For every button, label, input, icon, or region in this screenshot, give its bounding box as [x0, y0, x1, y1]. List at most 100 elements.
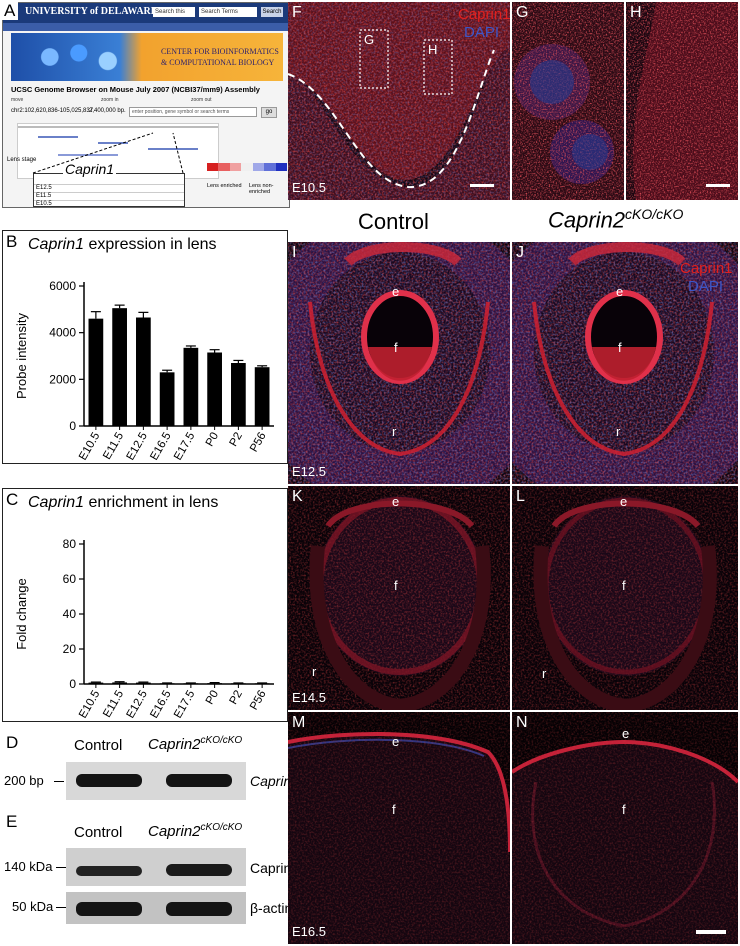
chart-b-bar — [88, 318, 104, 426]
panel-label-c: C — [6, 490, 19, 509]
chart-c-x-tick-label: P56 — [248, 689, 269, 713]
go-button[interactable]: go — [261, 107, 277, 118]
chart-c: 0 20 40 60 80 Fold change E10.5E11.5E12.5E16.5… — [14, 537, 274, 721]
gel-d-control-label: Control — [74, 737, 123, 754]
chart-b-bar — [254, 367, 270, 426]
stage-label: E12.5 — [36, 185, 52, 191]
micrograph-i: e f r E12.5 — [288, 242, 510, 484]
stage-label-i: E12.5 — [292, 464, 326, 479]
stage-label: E10.5 — [36, 201, 52, 207]
micrograph-m: e f E16.5 — [288, 712, 510, 944]
micrograph-k: e f r E14.5 — [288, 486, 510, 710]
chart-c-title-gene: Caprin1 — [28, 494, 85, 511]
micrograph-n-art — [512, 712, 738, 944]
stage-rows: E12.5 E11.5 E10.5 — [34, 184, 184, 207]
legend-caprin1-j: Caprin1 — [680, 260, 733, 277]
search-terms-input[interactable]: Search Terms — [199, 7, 257, 17]
chart-c-bar — [231, 683, 246, 684]
stage-label: E11.5 — [36, 193, 52, 199]
chart-c-y-tick-label: 40 — [63, 607, 77, 621]
tissue-r-j: r — [616, 424, 621, 439]
blot-e-band-control — [76, 866, 142, 876]
chart-c-x-tick-label: E10.5 — [77, 689, 102, 721]
blot-e-protein-top: Caprin1 — [250, 860, 300, 876]
chart-b-x-tick-label: E11.5 — [101, 431, 126, 462]
chart-c-bar — [183, 683, 199, 684]
blot-e-size-bottom-tick — [56, 907, 66, 908]
gel-d-band-control — [76, 774, 142, 787]
gel-d-band-mutant — [166, 774, 232, 787]
center-name-1: CENTER FOR BIOINFORMATICS — [161, 47, 279, 56]
chart-b-x-tick-label: E16.5 — [148, 431, 173, 463]
chart-b-title-gene: Caprin1 — [28, 236, 85, 253]
tissue-r-i: r — [392, 424, 397, 439]
tissue-e-n: e — [622, 726, 630, 741]
panel-label-h: H — [630, 4, 642, 21]
gene-track-1 — [38, 136, 78, 138]
micrograph-n: e f — [512, 712, 738, 944]
blot-e-actin-control — [76, 902, 142, 916]
search-button-label: Search — [262, 9, 282, 15]
chart-c-x-tick-label: P0 — [204, 689, 221, 707]
legend-dapi-j: DAPI — [688, 278, 724, 295]
tissue-e-l: e — [620, 494, 628, 509]
gel-d-mutant-label: Caprin2cKO/cKO — [148, 735, 242, 753]
position-placeholder: enter position, gene symbol or search te… — [132, 109, 230, 115]
chart-c-bar — [207, 683, 222, 684]
ruler-track — [18, 126, 218, 128]
panel-a-letter-bg — [2, 2, 18, 20]
center-name-2: & COMPUTATIONAL BIOLOGY — [161, 58, 275, 67]
legend-dapi-f: DAPI — [464, 24, 500, 41]
chart-b-bar — [231, 363, 246, 426]
chart-c-bar — [88, 682, 104, 684]
chart-b-title: Caprin1 expression in lens — [28, 236, 217, 254]
legend-caprin1-f: Caprin1 — [458, 6, 510, 23]
chart-b-x-tick-label: E17.5 — [172, 431, 197, 463]
chart-c-bar — [112, 682, 127, 684]
chart-b-x-tick-label: P2 — [228, 431, 245, 449]
blot-e-band-mutant — [166, 864, 232, 876]
box-h-label: H — [428, 42, 438, 57]
chart-b-bar — [183, 347, 199, 426]
chart-b-x-tick-label: E12.5 — [125, 431, 150, 463]
search-terms-label: Search Terms — [201, 9, 238, 15]
gene-track-2 — [98, 142, 128, 144]
gel-d-mutant-base: Caprin2 — [148, 736, 201, 753]
chart-b-x-tick-label: E10.5 — [77, 431, 102, 463]
box-g-label: G — [364, 32, 375, 47]
header-control: Control — [358, 209, 429, 234]
chart-b-y-tick-label: 6000 — [49, 279, 76, 293]
search-this-select[interactable]: Search this — [153, 7, 195, 17]
genome-browser-screenshot: UNIVERSITY of DELAWARE Search this Searc… — [2, 2, 290, 208]
tissue-f-k: f — [394, 578, 398, 593]
stage-row: E11.5 — [34, 192, 184, 200]
tissue-f-m: f — [392, 802, 396, 817]
stage-row: E12.5 — [34, 184, 184, 192]
chart-c-x-tick-label: E11.5 — [101, 689, 126, 720]
dna-graphic — [15, 37, 131, 77]
panel-label-m: M — [292, 714, 306, 731]
header-mutant-sup: cKO/cKO — [625, 206, 684, 222]
search-button[interactable]: Search — [261, 7, 283, 17]
chart-b-y-tick-label: 4000 — [49, 326, 76, 340]
chart-c-bar — [159, 683, 175, 684]
stage-row: E10.5 — [34, 200, 184, 207]
position-input[interactable]: enter position, gene symbol or search te… — [129, 107, 257, 117]
micrograph-l: e f r — [512, 486, 738, 710]
chart-b-y-tick-label: 0 — [69, 419, 76, 433]
panel-label-f: F — [292, 4, 302, 21]
blot-e-size-top: 140 kDa — [4, 859, 53, 874]
blot-e-top-image — [66, 848, 246, 886]
panel-label-l: L — [516, 488, 525, 505]
panel-label-b: B — [6, 232, 18, 251]
micrograph-h-art — [626, 2, 738, 200]
micrograph-g-art — [512, 2, 624, 200]
gene-callout-label: Caprin1 — [63, 161, 117, 177]
blot-e-mutant-sup: cKO/cKO — [200, 822, 243, 833]
tissue-f-j: f — [618, 340, 622, 355]
micrograph-l-art — [512, 486, 738, 710]
zoom-out-label: zoom out — [191, 97, 212, 103]
micrograph-j-art — [512, 242, 738, 484]
tissue-f-l: f — [622, 578, 626, 593]
chart-c-x-tick-label: E17.5 — [172, 689, 197, 721]
